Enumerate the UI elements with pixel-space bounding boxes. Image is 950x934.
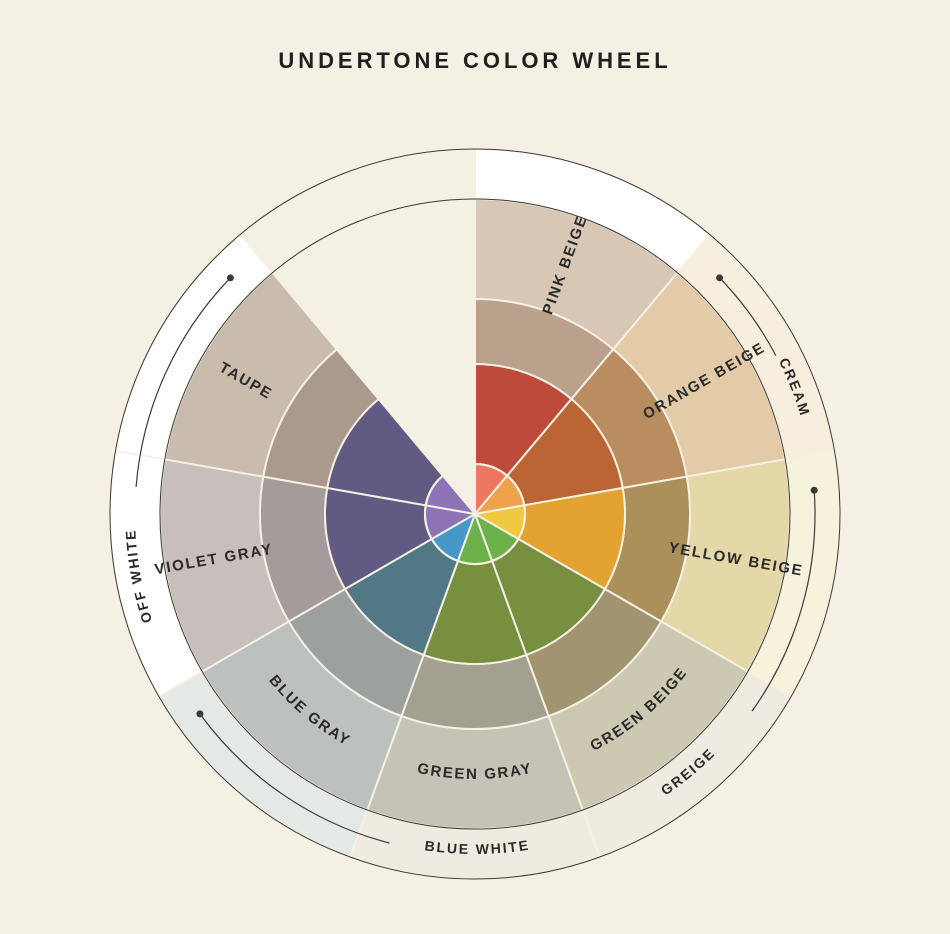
undertone-color-wheel: PINK BEIGEORANGE BEIGEYELLOW BEIGEGREEN … (0, 74, 950, 918)
outer-arc-dot-off-white (227, 274, 234, 281)
outer-arc-dot-blue-white (196, 710, 203, 717)
outer-arc-dot-greige (811, 487, 818, 494)
chart-title: UNDERTONE COLOR WHEEL (0, 0, 950, 74)
outer-arc-dot-cream (716, 274, 723, 281)
slice-ring2-green-gray (401, 655, 548, 729)
